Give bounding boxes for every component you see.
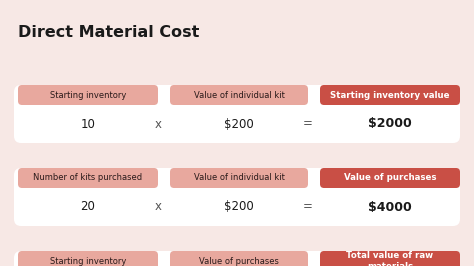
FancyBboxPatch shape [18, 85, 158, 105]
Text: x: x [155, 118, 162, 131]
Text: Number of kits purchased: Number of kits purchased [34, 173, 143, 182]
FancyBboxPatch shape [170, 168, 308, 188]
Text: Value of individual kit: Value of individual kit [193, 90, 284, 99]
Text: =: = [303, 118, 313, 131]
FancyBboxPatch shape [170, 251, 308, 266]
Text: $2000: $2000 [368, 118, 412, 131]
FancyBboxPatch shape [18, 168, 158, 188]
Text: 10: 10 [81, 118, 95, 131]
FancyBboxPatch shape [170, 85, 308, 105]
Text: Starting inventory: Starting inventory [50, 90, 126, 99]
FancyBboxPatch shape [14, 251, 460, 266]
FancyBboxPatch shape [18, 251, 158, 266]
Text: Value of purchases: Value of purchases [199, 256, 279, 265]
Text: =: = [303, 201, 313, 214]
Text: $4000: $4000 [368, 201, 412, 214]
FancyBboxPatch shape [320, 168, 460, 188]
Text: Value of individual kit: Value of individual kit [193, 173, 284, 182]
Text: x: x [155, 201, 162, 214]
Text: Value of purchases: Value of purchases [344, 173, 436, 182]
FancyBboxPatch shape [320, 85, 460, 105]
Text: Starting inventory: Starting inventory [50, 256, 126, 265]
FancyBboxPatch shape [320, 251, 460, 266]
Text: $200: $200 [224, 201, 254, 214]
Text: 20: 20 [81, 201, 95, 214]
Text: Direct Material Cost: Direct Material Cost [18, 25, 200, 40]
FancyBboxPatch shape [14, 85, 460, 143]
Text: Starting inventory value: Starting inventory value [330, 90, 450, 99]
Text: $200: $200 [224, 118, 254, 131]
FancyBboxPatch shape [14, 168, 460, 226]
Text: Total value of raw
materials: Total value of raw materials [346, 251, 434, 266]
